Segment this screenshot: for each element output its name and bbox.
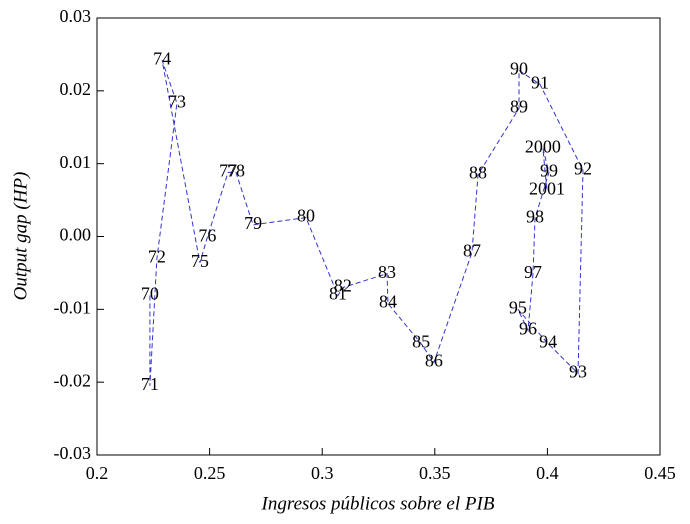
point-label: 87 bbox=[463, 241, 481, 261]
point-label: 75 bbox=[191, 251, 209, 271]
point-label: 82 bbox=[334, 276, 352, 296]
x-tick-label: 0.45 bbox=[644, 463, 676, 483]
y-axis-label: Output gap (HP) bbox=[10, 172, 31, 301]
point-label: 91 bbox=[531, 72, 549, 92]
x-tick-label: 0.2 bbox=[86, 463, 109, 483]
y-tick-label: -0.03 bbox=[54, 443, 92, 463]
point-label: 72 bbox=[148, 246, 166, 266]
point-label: 81 bbox=[329, 284, 347, 304]
y-tick-label: 0.01 bbox=[60, 152, 92, 172]
point-label: 92 bbox=[574, 158, 592, 178]
x-tick-label: 0.3 bbox=[311, 463, 334, 483]
point-label: 89 bbox=[510, 96, 528, 116]
y-tick-label: 0.02 bbox=[60, 79, 92, 99]
x-tick-label: 0.4 bbox=[536, 463, 559, 483]
x-axis-label: Ingresos públicos sobre el PIB bbox=[261, 493, 495, 514]
y-tick-label: -0.01 bbox=[54, 297, 92, 317]
x-tick-label: 0.25 bbox=[194, 463, 226, 483]
point-label: 85 bbox=[412, 332, 430, 352]
x-tick-label: 0.35 bbox=[419, 463, 451, 483]
point-label: 86 bbox=[425, 351, 443, 371]
point-label: 79 bbox=[244, 213, 262, 233]
point-label: 88 bbox=[469, 163, 487, 183]
point-label: 78 bbox=[227, 161, 245, 181]
point-label: 83 bbox=[378, 262, 396, 282]
point-label: 94 bbox=[539, 332, 557, 352]
point-label: 2000 bbox=[525, 136, 561, 156]
point-label: 76 bbox=[198, 225, 216, 245]
point-label: 74 bbox=[153, 48, 171, 68]
point-label: 77 bbox=[219, 161, 237, 181]
point-label: 99 bbox=[540, 161, 558, 181]
point-label: 2001 bbox=[529, 179, 565, 199]
point-label: 84 bbox=[379, 292, 397, 312]
point-label: 98 bbox=[526, 206, 544, 226]
plot-frame bbox=[96, 17, 661, 456]
point-label: 80 bbox=[297, 206, 315, 226]
point-label: 96 bbox=[519, 319, 537, 339]
y-tick-label: 0.03 bbox=[60, 6, 92, 26]
point-label: 90 bbox=[510, 59, 528, 79]
point-label: 97 bbox=[524, 262, 542, 282]
point-label: 93 bbox=[569, 362, 587, 382]
point-label: 95 bbox=[509, 297, 527, 317]
y-tick-label: 0.00 bbox=[60, 225, 92, 245]
point-label: 70 bbox=[141, 284, 159, 304]
point-label: 73 bbox=[168, 91, 186, 111]
point-label: 71 bbox=[141, 374, 159, 394]
y-tick-label: -0.02 bbox=[54, 370, 92, 390]
